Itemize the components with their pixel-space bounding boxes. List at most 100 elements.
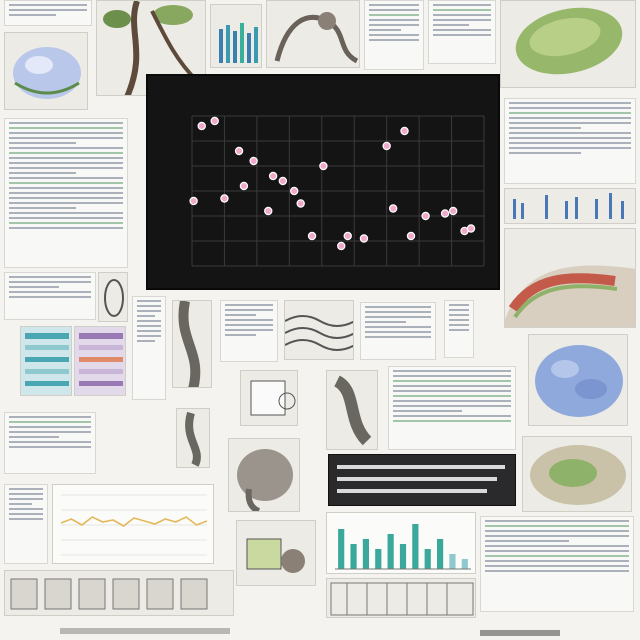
text-block-mid-narrow bbox=[132, 296, 166, 400]
blue-cell-mass bbox=[528, 334, 628, 426]
column-grid-strip bbox=[326, 578, 476, 618]
bar bbox=[338, 529, 345, 569]
cell-mass-graphic bbox=[535, 345, 623, 417]
text-block-lower-left-2 bbox=[4, 484, 48, 564]
scatter-plot-svg bbox=[189, 115, 485, 267]
bar bbox=[350, 544, 357, 569]
caption-box bbox=[328, 454, 516, 506]
scatter-point bbox=[239, 181, 249, 191]
scatter-point bbox=[382, 141, 391, 151]
scatter-point bbox=[359, 234, 369, 243]
scatter-point bbox=[197, 121, 206, 131]
strip-graphic bbox=[10, 578, 208, 610]
scatter-point bbox=[307, 231, 317, 241]
scatter-point bbox=[400, 126, 409, 136]
bar bbox=[424, 549, 431, 569]
wave-graphic bbox=[285, 315, 353, 351]
line-series bbox=[60, 516, 208, 527]
text-block-top-center bbox=[364, 0, 424, 70]
text-block-mid-2 bbox=[220, 300, 278, 362]
tissue-cross-section bbox=[504, 228, 636, 328]
scatter-point bbox=[220, 194, 229, 203]
device-graphic bbox=[250, 380, 296, 416]
animal-graphic bbox=[274, 12, 359, 64]
leaf-graphic bbox=[515, 7, 623, 75]
elephant-sketch bbox=[228, 438, 300, 512]
bar bbox=[362, 539, 369, 569]
text-block-mid-left bbox=[4, 272, 96, 320]
scatter-point bbox=[388, 204, 398, 213]
seed-graphic bbox=[530, 445, 626, 505]
scatter-point bbox=[264, 206, 273, 216]
caption-text-lines bbox=[337, 465, 505, 493]
loop-diagram bbox=[98, 272, 128, 322]
bar bbox=[449, 554, 456, 569]
teal-table-graphic bbox=[25, 333, 69, 386]
bar bbox=[387, 534, 394, 569]
footer-text-bar bbox=[60, 628, 230, 634]
scatter-point bbox=[249, 156, 258, 166]
scatter-point bbox=[466, 224, 476, 233]
scatter-point bbox=[448, 206, 458, 216]
scatter-point bbox=[440, 209, 450, 218]
column-chart-thumbnail bbox=[210, 4, 262, 68]
bone-sketch bbox=[176, 408, 210, 468]
bar bbox=[461, 559, 468, 569]
text-block-right-1 bbox=[504, 98, 636, 184]
scatter-point bbox=[421, 211, 430, 221]
bar-chart-svg bbox=[335, 524, 471, 570]
scatter-point bbox=[210, 116, 219, 126]
blue-bar-graphic bbox=[513, 193, 624, 219]
purple-table-graphic bbox=[79, 333, 123, 386]
scatter-point bbox=[337, 241, 346, 251]
thumbnail-strip bbox=[4, 570, 234, 616]
rock-graphic bbox=[333, 375, 372, 446]
line-chart-svg bbox=[60, 494, 208, 556]
scatter-point bbox=[343, 231, 352, 241]
bone-graphic bbox=[185, 411, 201, 467]
scatter-point bbox=[278, 176, 288, 186]
green-leaf-illustration bbox=[500, 0, 636, 88]
scatter-point bbox=[296, 199, 305, 208]
purple-table-thumbnail bbox=[74, 326, 126, 396]
text-block-lower-right bbox=[480, 516, 634, 612]
bar bbox=[412, 524, 419, 569]
scatter-point bbox=[234, 146, 244, 156]
text-block-lower-center bbox=[388, 366, 516, 450]
text-block-left-1 bbox=[4, 118, 128, 268]
text-block-top-right-small bbox=[428, 0, 496, 64]
loop-graphic bbox=[104, 279, 124, 317]
trunk-graphic bbox=[178, 301, 201, 387]
tree-trunk-sketch bbox=[172, 300, 212, 388]
main-scatter-chart bbox=[146, 74, 500, 290]
bar bbox=[437, 539, 444, 569]
scatter-point bbox=[319, 161, 328, 171]
wave-texture bbox=[284, 300, 354, 360]
scatter-point bbox=[406, 231, 416, 241]
line-chart-panel bbox=[52, 484, 214, 564]
text-block-lower-left bbox=[4, 412, 96, 474]
device-diagram bbox=[240, 370, 298, 426]
scatter-point bbox=[268, 171, 278, 181]
machine-illustration bbox=[236, 520, 316, 586]
bar bbox=[375, 549, 382, 569]
text-block-top-left bbox=[4, 0, 92, 26]
plant-graphic bbox=[103, 1, 199, 95]
teal-table-thumbnail bbox=[20, 326, 72, 396]
text-block-mid-4 bbox=[444, 300, 474, 358]
column-grid-graphic bbox=[330, 582, 474, 616]
bar bbox=[399, 544, 407, 569]
column-thumbnail-graphic bbox=[219, 23, 258, 63]
blue-sphere-illustration bbox=[4, 32, 88, 110]
animal-sketch bbox=[266, 0, 360, 68]
machine-graphic bbox=[246, 538, 305, 573]
elephant-graphic bbox=[237, 449, 293, 511]
tissue-graphic bbox=[505, 265, 635, 327]
blue-bar-thumbnail bbox=[504, 188, 636, 224]
scatter-point bbox=[289, 186, 299, 196]
scatter-point bbox=[189, 196, 198, 206]
text-block-mid-3 bbox=[360, 302, 436, 360]
footer-logo-bar bbox=[480, 630, 560, 636]
sphere-graphic bbox=[13, 47, 81, 99]
seed-cross-section bbox=[522, 436, 632, 512]
